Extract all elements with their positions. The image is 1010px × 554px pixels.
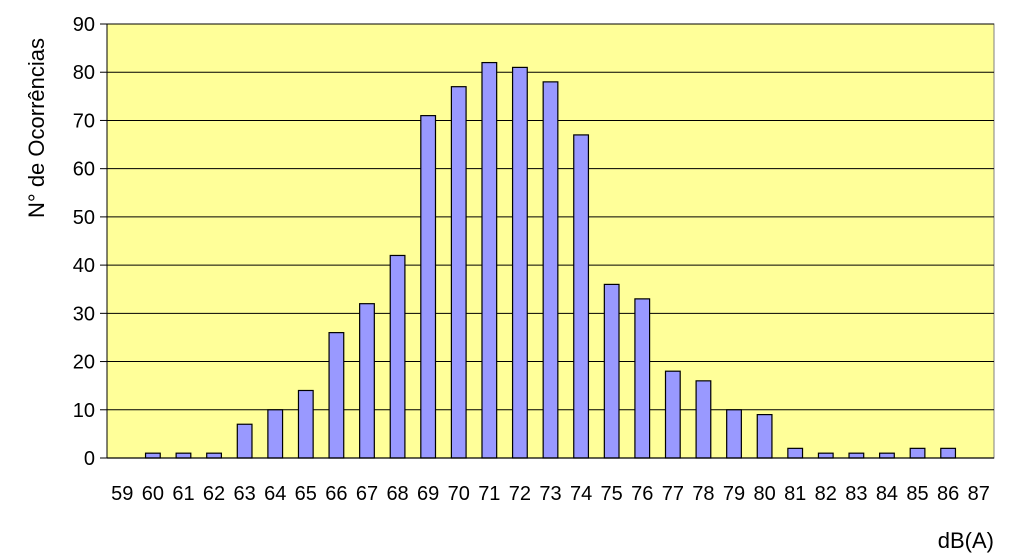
bar-69 — [420, 115, 437, 459]
x-tick-label: 61 — [172, 483, 194, 505]
x-tick-label: 87 — [968, 483, 990, 505]
x-tick-label: 64 — [264, 483, 286, 505]
x-tick-label: 71 — [478, 483, 500, 505]
y-tick-label: 80 — [73, 62, 95, 84]
y-tick-label: 90 — [73, 14, 95, 36]
x-tick-label: 60 — [142, 483, 164, 505]
x-tick-label: 69 — [417, 483, 439, 505]
x-tick-label: 81 — [784, 483, 806, 505]
bars — [144, 61, 957, 459]
x-tick-labels: 59 60 61 62 63 64 65 66 67 68 69 70 71 72 73 74 75 76 77 78… — [111, 483, 990, 505]
x-tick-label: 62 — [203, 483, 225, 505]
x-axis-title: dB(A) — [938, 528, 994, 553]
x-tick-label: 66 — [325, 483, 347, 505]
y-axis-title: N° de Ocorrências — [24, 38, 49, 218]
bar-64 — [267, 409, 284, 459]
bar-61 — [175, 452, 192, 459]
x-tick-label: 84 — [876, 483, 898, 505]
x-tick-label: 68 — [386, 483, 408, 505]
bar-81 — [787, 447, 804, 459]
bar-74 — [573, 134, 590, 459]
bar-67 — [359, 303, 375, 459]
bar-80 — [756, 414, 773, 459]
bar-83 — [848, 452, 865, 459]
x-tick-label: 79 — [723, 483, 745, 505]
bar-72 — [511, 66, 528, 459]
x-tick-label: 77 — [662, 483, 684, 505]
x-tick-label: 75 — [601, 483, 623, 505]
x-tick-label: 63 — [234, 483, 256, 505]
bar-66 — [328, 332, 345, 459]
x-tick-label: 72 — [509, 483, 531, 505]
y-tick-label: 70 — [73, 110, 95, 132]
x-tick-label: 67 — [356, 483, 378, 505]
x-tick-label: 83 — [845, 483, 867, 505]
y-tick-label: 30 — [73, 303, 95, 325]
x-tick-label: 74 — [570, 483, 592, 505]
bar-65 — [297, 389, 314, 459]
bar-70 — [450, 86, 467, 459]
x-tick-label: 76 — [631, 483, 653, 505]
bar-77 — [664, 370, 681, 459]
y-tick-label: 60 — [73, 159, 95, 181]
y-tick-label: 20 — [73, 352, 95, 374]
x-tick-label: 80 — [753, 483, 775, 505]
x-tick-label: 86 — [937, 483, 959, 505]
bar-78 — [695, 380, 712, 459]
x-tick-label: 70 — [448, 483, 470, 505]
y-tick-label: 10 — [73, 400, 95, 422]
bar-60 — [144, 452, 161, 459]
axes — [100, 23, 994, 459]
bar-79 — [726, 409, 742, 459]
x-tick-label: 85 — [906, 483, 928, 505]
bar-84 — [879, 452, 895, 459]
bar-73 — [542, 81, 559, 459]
bar-86 — [940, 447, 957, 459]
y-tick-label: 40 — [73, 255, 95, 277]
y-tick-label: 0 — [84, 448, 95, 470]
bar-71 — [481, 61, 498, 459]
x-tick-label: 59 — [111, 483, 133, 505]
bar-75 — [603, 283, 620, 459]
bar-68 — [389, 254, 406, 459]
x-tick-label: 78 — [692, 483, 714, 505]
y-tick-labels: 0 10 20 30 40 50 60 70 80 90 — [73, 14, 95, 470]
y-tick-label: 50 — [73, 207, 95, 229]
x-tick-label: 82 — [815, 483, 837, 505]
bar-76 — [634, 298, 651, 459]
bar-85 — [909, 447, 926, 459]
bar-63 — [236, 423, 253, 459]
bar-82 — [817, 452, 834, 459]
x-tick-label: 73 — [539, 483, 561, 505]
bar-62 — [206, 452, 222, 459]
x-tick-label: 65 — [295, 483, 317, 505]
